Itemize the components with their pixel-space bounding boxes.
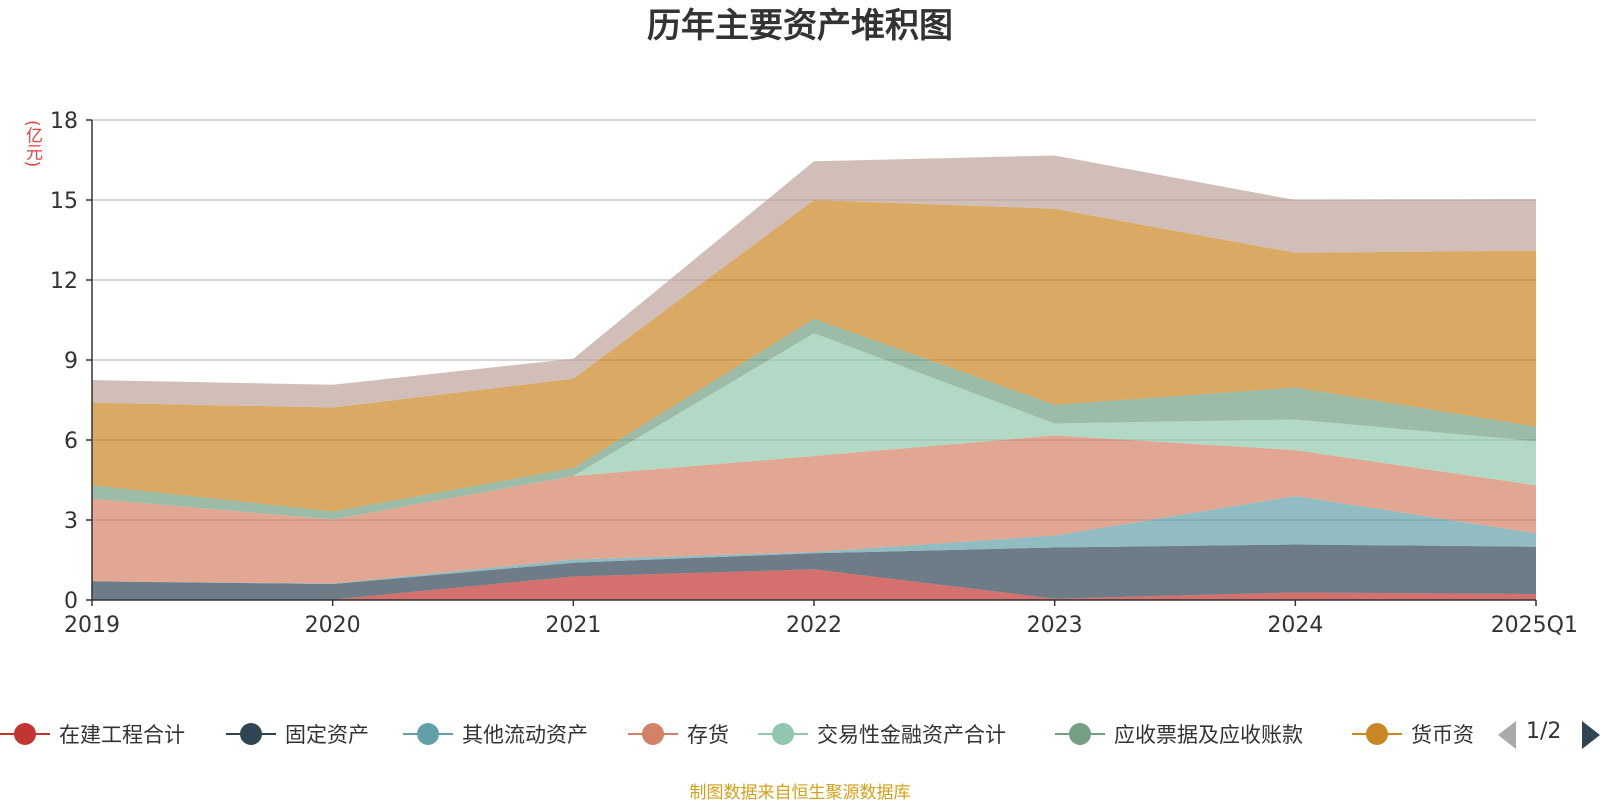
legend-marker-icon [403, 716, 453, 752]
y-tick-label: 0 [64, 589, 78, 614]
x-tick-label: 2022 [786, 613, 842, 638]
legend-item[interactable]: 货币资 [1352, 716, 1474, 752]
area-series-1[interactable] [92, 569, 1536, 600]
legend-marker-icon [1352, 716, 1402, 752]
legend-pager: 1/2 [1498, 716, 1600, 752]
legend-item[interactable]: 存货 [628, 716, 729, 752]
x-tick-label: 2023 [1027, 613, 1083, 638]
y-tick-label: 15 [50, 189, 78, 214]
x-tick-label: 2024 [1267, 613, 1323, 638]
legend-marker-icon [628, 716, 678, 752]
y-tick-label: 12 [50, 269, 78, 294]
legend-label: 存货 [687, 723, 729, 747]
legend-label: 在建工程合计 [59, 723, 185, 747]
chart-title: 历年主要资产堆积图 [647, 6, 953, 46]
legend-item[interactable]: 固定资产 [226, 716, 369, 752]
area-series [92, 155, 1536, 601]
legend-label: 交易性金融资产合计 [817, 723, 1006, 747]
source-note: 制图数据来自恒生聚源数据库 [689, 783, 911, 803]
y-tick-label: 18 [50, 109, 78, 134]
legend-prev-page-icon[interactable] [1498, 721, 1516, 749]
area-series-2[interactable] [92, 544, 1536, 601]
area-series-6[interactable] [92, 318, 1536, 520]
legend-item[interactable]: 交易性金融资产合计 [758, 716, 1006, 752]
legend-label: 其他流动资产 [462, 723, 588, 747]
legend-marker-icon [1055, 716, 1105, 752]
axes: 0 3 6 9 12 15 18 2019 2020 2021 2022 2023 2024 2025Q1 [50, 109, 1578, 638]
legend-next-page-icon[interactable] [1582, 721, 1600, 749]
legend-label: 应收票据及应收账款 [1114, 723, 1303, 747]
y-tick-label: 3 [64, 509, 78, 534]
x-tick-label: 2019 [64, 613, 120, 638]
legend-marker-icon [0, 716, 50, 752]
area-series-4[interactable] [92, 435, 1536, 584]
legend-item[interactable]: 其他流动资产 [403, 716, 588, 752]
area-series-3[interactable] [92, 496, 1536, 584]
legend-page-indicator: 1/2 [1526, 719, 1562, 744]
y-tick-label: 9 [64, 349, 78, 374]
stacked-area-chart: 0 3 6 9 12 15 18 2019 2020 2021 2022 2023 2024 2025Q1 [50, 109, 1578, 638]
legend-marker-icon [758, 716, 808, 752]
x-tick-label: 2021 [545, 613, 601, 638]
area-series-8[interactable] [92, 155, 1536, 408]
y-tick-label: 6 [64, 429, 78, 454]
legend-label: 固定资产 [285, 723, 369, 747]
x-tick-label: 2025Q1 [1491, 613, 1578, 638]
area-series-5[interactable] [92, 333, 1536, 520]
area-series-7[interactable] [92, 200, 1536, 512]
y-axis-unit-label: (亿元) [22, 120, 42, 168]
chart-legend: 在建工程合计 固定资产 其他流动资产 存货 交易性金融资产合计 应收票据及应收账款 货币资 [0, 716, 1600, 752]
legend-label: 货币资 [1411, 723, 1474, 747]
legend-item[interactable]: 应收票据及应收账款 [1055, 716, 1303, 752]
legend-marker-icon [226, 716, 276, 752]
x-tick-label: 2020 [305, 613, 361, 638]
legend-item[interactable]: 在建工程合计 [0, 716, 185, 752]
